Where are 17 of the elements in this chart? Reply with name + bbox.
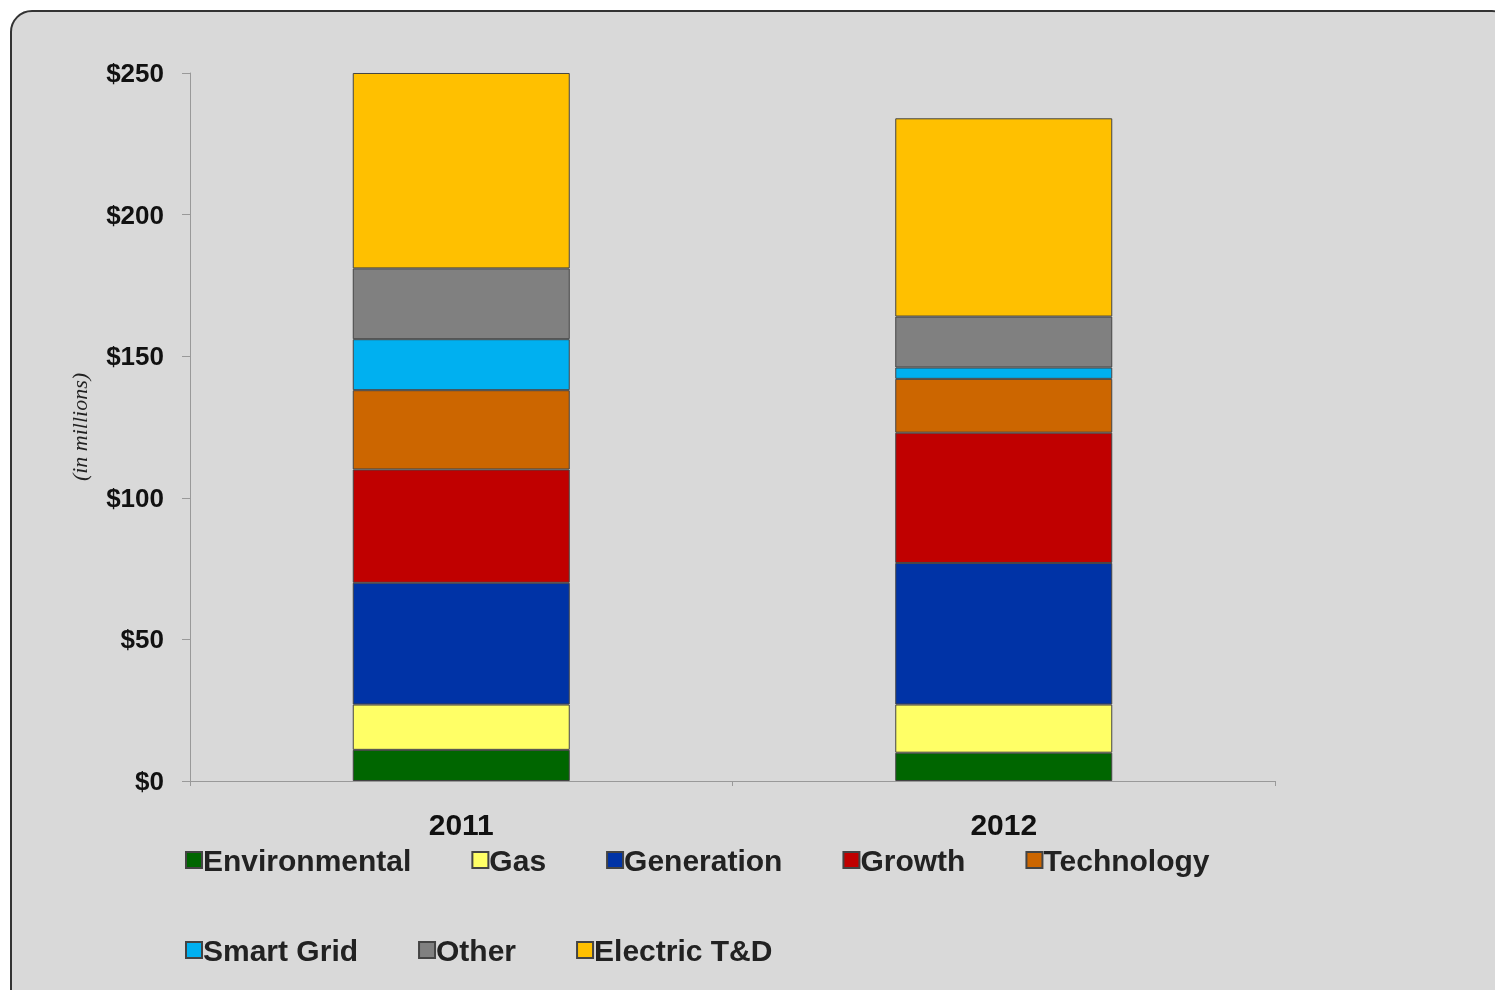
y-tick-label: $0 [135, 766, 164, 796]
y-tick-label: $200 [106, 199, 164, 230]
legend-label: Generation [624, 843, 783, 877]
legend-label: Environmental [203, 843, 412, 877]
y-tick-label: $100 [106, 482, 164, 513]
y-tick-label: $250 [106, 58, 164, 88]
legend-label: Technology [1043, 843, 1210, 877]
legend-label: Other [436, 933, 517, 967]
legend-label: Growth [860, 843, 966, 877]
legend-label: Gas [489, 843, 547, 877]
x-tick-label: 2012 [970, 807, 1038, 841]
y-tick-label: $50 [120, 624, 164, 655]
y-tick-label: $150 [106, 341, 164, 372]
legend-label: Electric T&D [594, 933, 773, 967]
x-tick-label: 2011 [428, 807, 494, 841]
y-axis-title: (in millions) [66, 372, 92, 482]
legend-label: Smart Grid [203, 933, 359, 967]
